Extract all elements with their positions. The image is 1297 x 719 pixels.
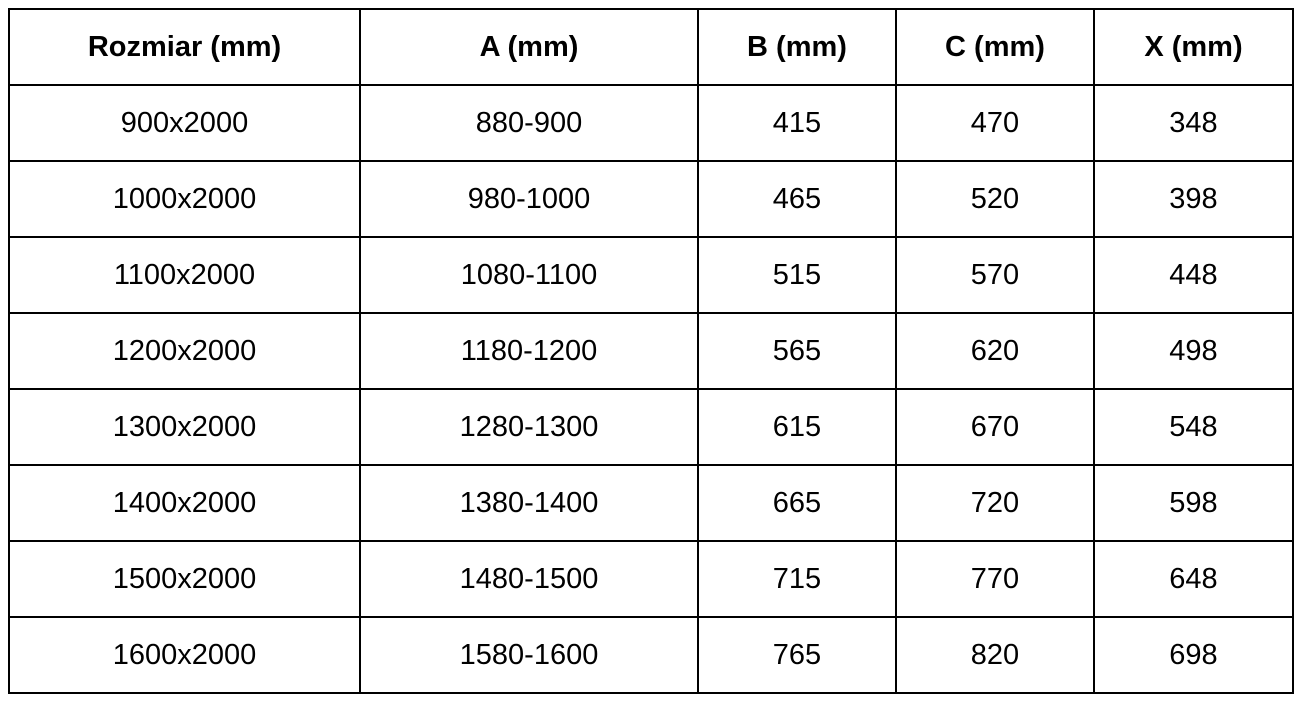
dimensions-table: Rozmiar (mm) A (mm) B (mm) C (mm) X (mm)…: [8, 8, 1294, 694]
cell-b: 415: [697, 84, 897, 162]
cell-b: 665: [697, 464, 897, 542]
cell-b: 765: [697, 616, 897, 694]
cell-c: 620: [895, 312, 1095, 390]
table-row: 1100x2000 1080-1100 515 570 448: [8, 236, 1294, 314]
cell-size: 1600x2000: [8, 616, 361, 694]
header-size: Rozmiar (mm): [8, 8, 361, 86]
cell-a: 1180-1200: [359, 312, 699, 390]
cell-a: 1580-1600: [359, 616, 699, 694]
cell-x: 448: [1093, 236, 1294, 314]
cell-c: 820: [895, 616, 1095, 694]
cell-b: 615: [697, 388, 897, 466]
cell-size: 1500x2000: [8, 540, 361, 618]
cell-a: 1280-1300: [359, 388, 699, 466]
cell-size: 1100x2000: [8, 236, 361, 314]
cell-c: 720: [895, 464, 1095, 542]
cell-size: 900x2000: [8, 84, 361, 162]
cell-x: 498: [1093, 312, 1294, 390]
cell-c: 670: [895, 388, 1095, 466]
table-row: 1200x2000 1180-1200 565 620 498: [8, 312, 1294, 390]
cell-size: 1400x2000: [8, 464, 361, 542]
cell-b: 565: [697, 312, 897, 390]
cell-a: 880-900: [359, 84, 699, 162]
header-a: A (mm): [359, 8, 699, 86]
cell-x: 548: [1093, 388, 1294, 466]
table-row: 900x2000 880-900 415 470 348: [8, 84, 1294, 162]
table-row: 1400x2000 1380-1400 665 720 598: [8, 464, 1294, 542]
cell-b: 465: [697, 160, 897, 238]
cell-a: 1480-1500: [359, 540, 699, 618]
cell-size: 1300x2000: [8, 388, 361, 466]
table-row: 1500x2000 1480-1500 715 770 648: [8, 540, 1294, 618]
cell-size: 1200x2000: [8, 312, 361, 390]
cell-b: 515: [697, 236, 897, 314]
table-row: 1300x2000 1280-1300 615 670 548: [8, 388, 1294, 466]
header-x: X (mm): [1093, 8, 1294, 86]
table-row: 1600x2000 1580-1600 765 820 698: [8, 616, 1294, 694]
cell-x: 398: [1093, 160, 1294, 238]
cell-c: 470: [895, 84, 1095, 162]
table-row: 1000x2000 980-1000 465 520 398: [8, 160, 1294, 238]
header-c: C (mm): [895, 8, 1095, 86]
cell-c: 520: [895, 160, 1095, 238]
cell-c: 570: [895, 236, 1095, 314]
cell-a: 1380-1400: [359, 464, 699, 542]
cell-x: 698: [1093, 616, 1294, 694]
cell-size: 1000x2000: [8, 160, 361, 238]
cell-x: 598: [1093, 464, 1294, 542]
cell-a: 1080-1100: [359, 236, 699, 314]
cell-c: 770: [895, 540, 1095, 618]
cell-x: 348: [1093, 84, 1294, 162]
cell-x: 648: [1093, 540, 1294, 618]
header-b: B (mm): [697, 8, 897, 86]
cell-a: 980-1000: [359, 160, 699, 238]
header-row: Rozmiar (mm) A (mm) B (mm) C (mm) X (mm): [8, 8, 1294, 86]
cell-b: 715: [697, 540, 897, 618]
